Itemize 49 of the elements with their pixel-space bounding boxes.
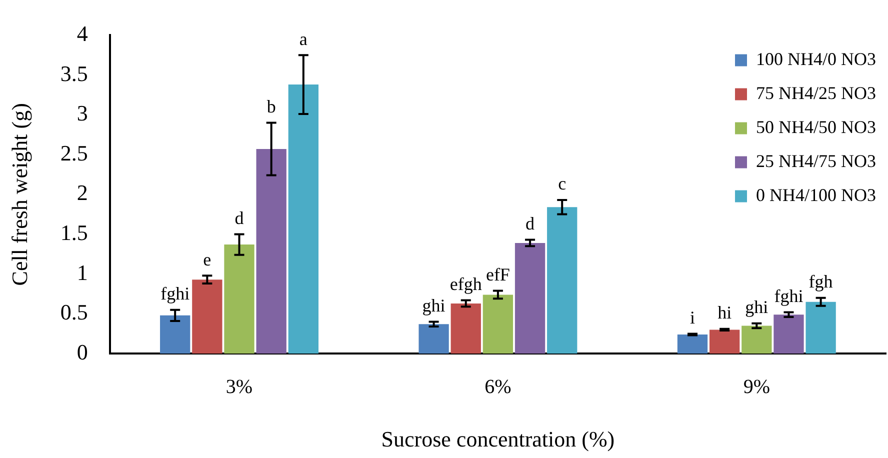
bar <box>742 326 772 354</box>
bar <box>192 280 222 354</box>
x-tick-label: 9% <box>743 376 770 398</box>
legend-label: 100 NH4/0 NO3 <box>756 48 876 69</box>
y-tick-label: 3.5 <box>60 60 88 86</box>
data-label: d <box>526 214 535 234</box>
data-label: efF <box>486 264 510 284</box>
bar <box>806 302 836 354</box>
bar <box>418 324 449 354</box>
bar <box>514 242 546 354</box>
y-tick-label: 1 <box>76 260 88 285</box>
y-tick-label: 0.5 <box>60 300 88 325</box>
data-label: d <box>234 208 244 228</box>
y-axis-title: Cell fresh weight (g) <box>6 103 32 286</box>
data-label: i <box>690 307 695 328</box>
bar <box>224 244 254 354</box>
data-label: a <box>299 28 308 49</box>
bar <box>256 149 286 354</box>
bar <box>774 314 804 354</box>
bar <box>160 315 190 354</box>
legend-label: 50 NH4/50 NO3 <box>756 116 876 137</box>
data-label: fghi <box>160 284 190 304</box>
x-tick-label: 3% <box>226 376 253 398</box>
y-tick-label: 2.5 <box>60 140 88 166</box>
x-axis-title: Sucrose concentration (%) <box>381 426 615 452</box>
data-label: fgh <box>808 272 833 292</box>
data-label: b <box>266 96 276 116</box>
bar <box>482 294 514 354</box>
y-tick-label: 1.5 <box>60 220 88 245</box>
y-tick-label: 2 <box>76 180 88 206</box>
bar <box>709 330 740 354</box>
data-label: e <box>203 249 212 270</box>
y-tick-label: 3 <box>76 100 88 126</box>
bar <box>288 84 318 354</box>
legend-label: 0 NH4/100 NO3 <box>756 184 876 205</box>
y-tick-label: 0 <box>76 339 88 364</box>
data-label: c <box>558 174 566 194</box>
data-label: ghi <box>422 295 446 316</box>
x-tick-label: 6% <box>484 376 512 398</box>
y-tick-label: 4 <box>76 20 88 46</box>
data-label: fghi <box>774 286 804 306</box>
legend-label: 25 NH4/75 NO3 <box>756 150 876 171</box>
bar <box>677 334 708 354</box>
data-label: ghi <box>745 297 768 318</box>
data-label: hi <box>718 302 732 323</box>
bar <box>547 207 578 354</box>
legend-label: 75 NH4/25 NO3 <box>756 82 876 103</box>
data-label: efgh <box>450 274 482 294</box>
bar <box>450 303 481 354</box>
